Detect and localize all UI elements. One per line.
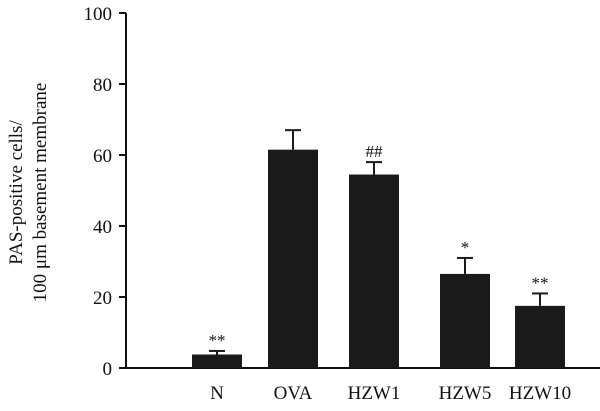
- y-axis-label-line: 100 μm basement membrane: [30, 83, 51, 303]
- bar: [192, 354, 242, 368]
- y-tick-label: 100: [84, 4, 113, 25]
- bar: [515, 305, 565, 368]
- bar: [440, 273, 490, 368]
- y-tick-label: 40: [93, 217, 112, 238]
- y-axis-label: PAS-positive cells/100 μm basement membr…: [6, 83, 51, 303]
- bar: [268, 149, 318, 368]
- y-tick-label: 60: [93, 146, 112, 167]
- y-ticks: 0 20 40 60 80 100: [84, 4, 126, 380]
- y-tick-label: 20: [93, 288, 112, 309]
- significance-label: **: [209, 331, 226, 350]
- bars: [192, 149, 565, 368]
- significance-label: **: [532, 273, 549, 292]
- x-tick-label: HZW10: [509, 383, 571, 404]
- significance-label: *: [461, 238, 470, 257]
- y-axis-label-line: PAS-positive cells/: [6, 120, 27, 265]
- x-tick-label: OVA: [274, 383, 313, 404]
- significance-label: ##: [366, 142, 384, 161]
- x-tick-label: HZW5: [439, 383, 492, 404]
- bar: [349, 174, 399, 368]
- y-tick-label: 80: [93, 75, 112, 96]
- error-bars: [209, 129, 548, 355]
- x-tick-label: N: [210, 383, 224, 404]
- x-tick-labels: N OVA HZW1 HZW5 HZW10: [210, 383, 571, 404]
- y-tick-label: 0: [103, 359, 113, 380]
- significance-labels: **##***: [209, 142, 549, 350]
- x-tick-label: HZW1: [348, 383, 401, 404]
